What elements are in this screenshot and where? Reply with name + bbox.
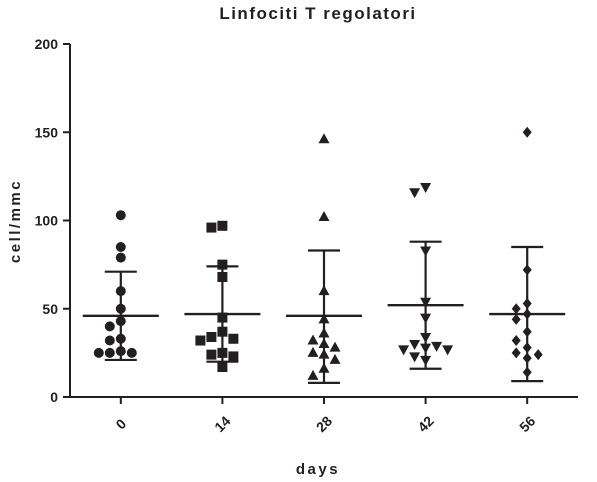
data-point-circle <box>115 316 126 327</box>
data-point-triangle-up <box>318 338 330 349</box>
data-point-square <box>206 331 217 342</box>
y-axis-ticks: 0 50 100 150 200 <box>35 36 70 405</box>
data-point-triangle-up <box>307 346 319 357</box>
data-point-square <box>228 351 239 362</box>
data-point-diamond <box>511 313 521 325</box>
data-point-triangle-up <box>318 348 330 359</box>
data-point-diamond <box>522 342 532 354</box>
data-point-triangle-up <box>318 133 330 144</box>
data-point-circle <box>115 303 126 314</box>
data-point-triangle-down <box>420 182 432 193</box>
y-tick-label: 50 <box>42 301 58 317</box>
data-point-square <box>217 326 228 337</box>
x-tick-label: 0 <box>112 415 129 432</box>
data-point-triangle-up <box>318 210 330 221</box>
data-point-circle <box>126 347 137 358</box>
data-point-triangle-down <box>420 343 432 354</box>
data-point-circle <box>115 346 126 357</box>
data-point-square <box>228 333 239 344</box>
data-point-diamond <box>522 264 532 276</box>
data-point-diamond <box>522 126 532 138</box>
x-tick-label: 42 <box>414 413 436 435</box>
y-axis-label: cell/mmc <box>7 179 24 263</box>
group-day-28 <box>286 133 362 384</box>
data-point-diamond <box>511 303 521 315</box>
y-tick-label: 200 <box>35 36 59 52</box>
group-day-56 <box>489 126 566 383</box>
x-tick-label: 56 <box>516 413 538 435</box>
data-point-diamond <box>522 326 532 338</box>
data-point-diamond <box>522 366 532 378</box>
data-point-triangle-down <box>409 352 421 363</box>
data-point-triangle-up <box>318 362 330 373</box>
data-point-circle <box>93 347 104 358</box>
data-point-triangle-down <box>431 341 443 352</box>
data-point-circle <box>104 321 115 332</box>
data-point-diamond <box>522 297 532 309</box>
data-point-square <box>195 335 206 346</box>
y-tick-label: 100 <box>35 213 59 229</box>
data-point-square <box>217 271 228 282</box>
data-point-diamond <box>522 308 532 320</box>
data-point-triangle-down <box>420 332 432 343</box>
data-point-triangle-up <box>307 369 319 380</box>
data-point-diamond <box>511 335 521 347</box>
data-point-triangle-up <box>318 327 330 338</box>
data-point-square <box>217 220 228 231</box>
data-point-triangle-down <box>442 345 454 356</box>
data-point-triangle-down <box>398 345 410 356</box>
data-point-square <box>206 222 217 233</box>
data-point-circle <box>104 347 115 358</box>
data-point-circle <box>115 333 126 344</box>
data-point-square <box>217 259 228 270</box>
data-point-triangle-up <box>318 313 330 324</box>
data-point-triangle-up <box>329 341 341 352</box>
x-tick-label: 14 <box>211 413 233 435</box>
data-groups <box>82 126 566 384</box>
data-point-triangle-up <box>307 334 319 345</box>
data-point-square <box>206 349 217 360</box>
group-day-14 <box>184 220 261 372</box>
data-point-triangle-down <box>420 355 432 366</box>
x-axis-label: days <box>296 461 340 478</box>
data-point-triangle-down <box>420 313 432 324</box>
data-point-circle <box>115 286 126 297</box>
data-point-triangle-down <box>409 188 421 199</box>
y-tick-label: 0 <box>50 389 58 405</box>
data-point-diamond <box>522 352 532 364</box>
chart-title: Linfociti T regolatori <box>219 4 416 23</box>
data-point-diamond <box>533 349 543 361</box>
data-point-circle <box>104 335 115 346</box>
group-day-0 <box>82 210 159 362</box>
x-tick-label: 28 <box>313 413 335 435</box>
data-point-triangle-up <box>329 353 341 364</box>
data-point-diamond <box>511 347 521 359</box>
data-point-circle <box>115 241 126 252</box>
y-tick-label: 150 <box>35 124 59 140</box>
data-point-triangle-down <box>409 340 421 351</box>
data-point-circle <box>115 252 126 263</box>
data-point-triangle-up <box>318 285 330 296</box>
data-point-circle <box>115 210 126 221</box>
data-point-triangle-down <box>420 246 432 257</box>
group-day-42 <box>387 182 464 370</box>
x-axis-ticks: 0 14 28 42 56 <box>112 397 539 435</box>
data-point-square <box>217 347 228 358</box>
data-point-triangle-down <box>420 297 432 308</box>
data-point-square <box>217 312 228 323</box>
data-point-square <box>217 361 228 372</box>
